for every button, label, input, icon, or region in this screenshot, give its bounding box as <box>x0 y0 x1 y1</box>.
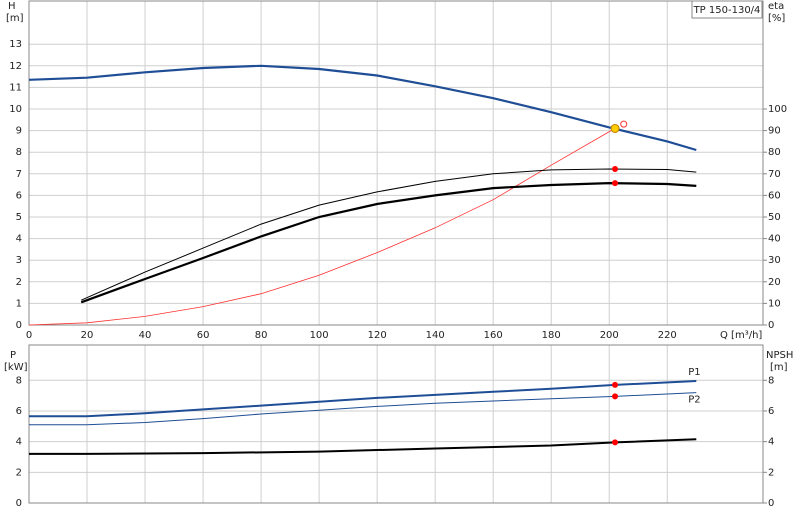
y2-tick-label: 50 <box>768 212 781 223</box>
x-axis-label: Q [m³/h] <box>720 330 762 341</box>
duty-point <box>612 393 619 400</box>
x-tick-label: 180 <box>542 330 561 341</box>
y-tick-label: 12 <box>9 61 22 72</box>
duty-point <box>612 180 619 187</box>
y-axis-unit: [m] <box>6 13 24 24</box>
curve <box>28 128 616 326</box>
x-tick-label: 80 <box>255 330 268 341</box>
y2-axis-unit: [%] <box>768 13 785 24</box>
duty-point <box>610 123 620 133</box>
curve <box>29 438 697 455</box>
y2-tick-label: 6 <box>768 406 774 417</box>
y-tick-label: 2 <box>16 467 22 478</box>
y2-axis-unit: [m] <box>770 362 788 373</box>
y-tick-label: 7 <box>16 169 22 180</box>
x-tick-label: 0 <box>26 330 32 341</box>
y2-tick-label: 70 <box>768 169 781 180</box>
y2-tick-label: 10 <box>768 298 781 309</box>
y2-tick-label: 8 <box>768 375 774 386</box>
y-axis-unit: [kW] <box>4 362 28 373</box>
duty-point <box>612 439 619 446</box>
x-tick-label: 160 <box>484 330 503 341</box>
y2-tick-label: 100 <box>768 104 787 115</box>
y-tick-label: 10 <box>9 104 22 115</box>
y-tick-label: 6 <box>16 406 22 417</box>
y-tick-label: 8 <box>16 375 22 386</box>
y-tick-label: 8 <box>16 147 22 158</box>
y2-tick-label: 60 <box>768 190 781 201</box>
plot-frame <box>28 344 764 504</box>
duty-point <box>612 381 619 388</box>
chart-title: TP 150-130/4 <box>693 5 761 16</box>
y-tick-label: 2 <box>16 277 22 288</box>
y2-axis-label: eta <box>768 1 784 12</box>
x-tick-label: 140 <box>426 330 445 341</box>
y-tick-label: 9 <box>16 126 22 137</box>
x-tick-label: 20 <box>81 330 94 341</box>
x-tick-label: 100 <box>310 330 329 341</box>
y2-tick-label: 90 <box>768 126 781 137</box>
y-tick-label: 4 <box>16 437 22 448</box>
y-tick-label: 1 <box>16 298 22 309</box>
y2-tick-label: 0 <box>768 498 774 509</box>
y2-tick-label: 0 <box>768 320 774 331</box>
x-tick-label: 120 <box>368 330 387 341</box>
y2-tick-label: 2 <box>768 467 774 478</box>
y2-tick-label: 4 <box>768 437 774 448</box>
curve <box>29 392 697 426</box>
y-axis-label: P <box>10 350 16 361</box>
curve <box>80 181 697 304</box>
curve <box>80 168 697 301</box>
plot-frame <box>28 0 764 326</box>
y-tick-label: 4 <box>16 234 22 245</box>
x-tick-label: 40 <box>139 330 152 341</box>
curve-label: P2 <box>688 395 700 406</box>
y-tick-label: 13 <box>9 39 22 50</box>
y2-axis-label: NPSH <box>766 350 793 361</box>
x-tick-label: 60 <box>197 330 210 341</box>
curve <box>29 380 697 418</box>
y-tick-label: 0 <box>16 498 22 509</box>
y2-tick-label: 30 <box>768 255 781 266</box>
duty-point <box>612 166 619 173</box>
curve-label: P1 <box>688 367 700 378</box>
x-tick-label: 200 <box>600 330 619 341</box>
y2-tick-label: 40 <box>768 234 781 245</box>
y2-tick-label: 20 <box>768 277 781 288</box>
curve <box>28 64 697 152</box>
y-tick-label: 6 <box>16 190 22 201</box>
duty-point <box>620 120 628 128</box>
y-tick-label: 0 <box>16 320 22 331</box>
y-tick-label: 5 <box>16 212 22 223</box>
y-axis-label: H <box>8 1 16 12</box>
y2-tick-label: 80 <box>768 147 781 158</box>
x-tick-label: 220 <box>658 330 677 341</box>
y-tick-label: 3 <box>16 255 22 266</box>
y-tick-label: 11 <box>9 82 22 93</box>
